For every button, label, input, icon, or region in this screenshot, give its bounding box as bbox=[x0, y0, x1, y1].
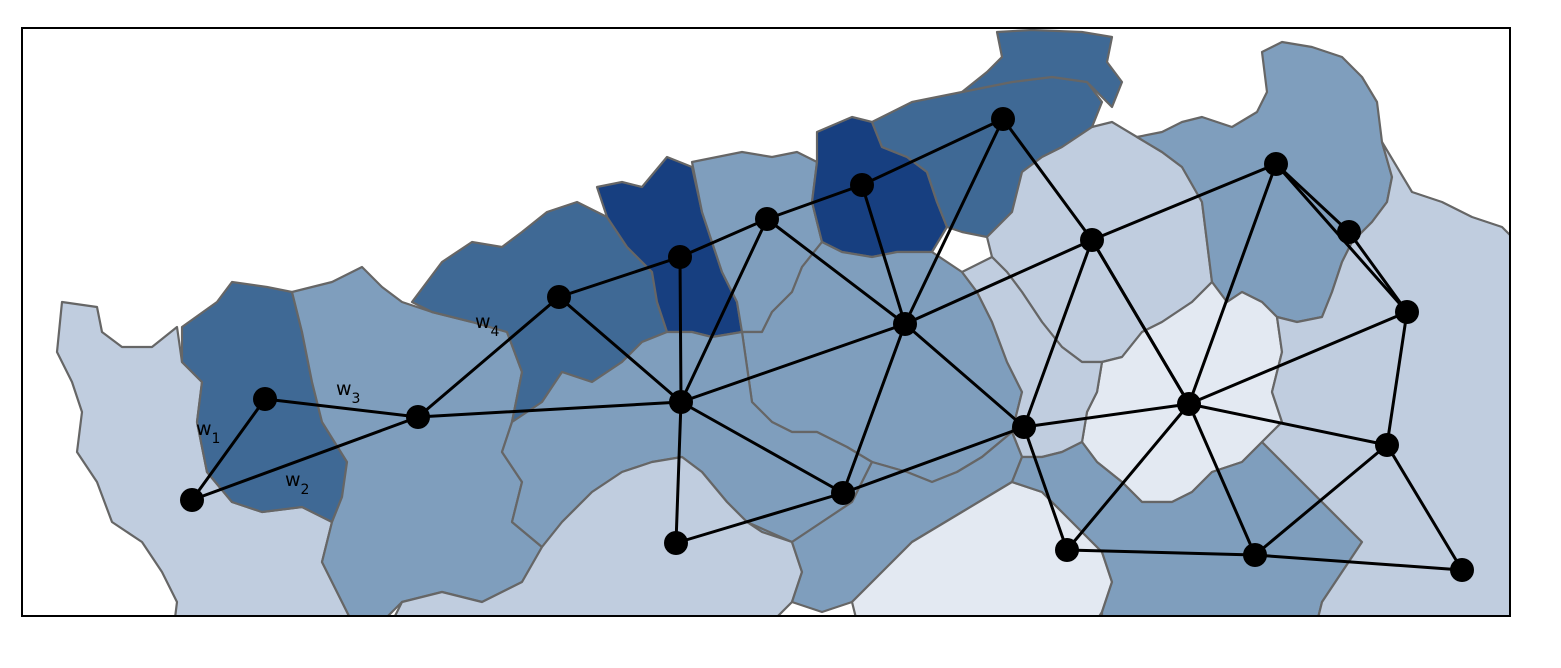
weight-label-base: w bbox=[285, 469, 301, 491]
graph-edge bbox=[1385, 443, 1464, 572]
graph-edge bbox=[1090, 238, 1191, 406]
graph-edge bbox=[860, 117, 1005, 187]
graph-edge bbox=[1022, 238, 1094, 429]
graph-node bbox=[755, 207, 779, 231]
graph-edge bbox=[903, 238, 1094, 326]
graph-nodes bbox=[180, 107, 1474, 582]
graph-edge bbox=[557, 295, 683, 404]
graph-edge bbox=[416, 295, 561, 419]
graph-edge bbox=[1253, 443, 1389, 557]
regions-layer bbox=[55, 29, 1509, 615]
graph-node bbox=[831, 481, 855, 505]
graph-edge bbox=[1065, 548, 1257, 557]
graph-node bbox=[664, 531, 688, 555]
weight-label-w3: w3 bbox=[336, 378, 360, 407]
graph-edge bbox=[190, 397, 267, 502]
graph-node bbox=[253, 387, 277, 411]
graph-edge bbox=[1090, 162, 1278, 242]
graph-edge bbox=[674, 400, 683, 545]
weight-label-base: w bbox=[475, 311, 491, 333]
graph-node bbox=[1264, 152, 1288, 176]
graph-edge bbox=[1187, 162, 1278, 406]
graph-node bbox=[668, 245, 692, 269]
graph-edge bbox=[678, 255, 683, 404]
graph-edge bbox=[1187, 402, 1389, 447]
graph-node bbox=[850, 173, 874, 197]
graph-edge bbox=[679, 400, 845, 495]
graph-edge bbox=[1022, 425, 1069, 552]
graph-edge bbox=[1253, 553, 1464, 572]
graph-edge bbox=[557, 255, 682, 299]
graph-edge bbox=[678, 217, 769, 259]
graph-node bbox=[669, 390, 693, 414]
graph-node bbox=[1177, 392, 1201, 416]
weight-label-w4: w4 bbox=[475, 311, 500, 340]
graph-edge bbox=[190, 415, 420, 502]
graph-node bbox=[1375, 433, 1399, 457]
graph-edge bbox=[679, 322, 907, 404]
graph-node bbox=[406, 405, 430, 429]
weight-label-w1: w1 bbox=[196, 418, 220, 447]
graph-edge bbox=[263, 397, 420, 419]
graph-edge bbox=[1022, 402, 1191, 429]
graph-edge bbox=[1065, 402, 1191, 552]
graph-node bbox=[1012, 415, 1036, 439]
map-region-north-top bbox=[960, 29, 1124, 109]
graph-edge bbox=[1347, 230, 1409, 314]
graph-node bbox=[1450, 558, 1474, 582]
graph-edge bbox=[1187, 310, 1409, 406]
graph-edge bbox=[674, 491, 845, 545]
weight-label-subscript: 1 bbox=[212, 431, 221, 447]
graph-edge bbox=[903, 117, 1005, 326]
graph-node bbox=[893, 312, 917, 336]
graph-edge bbox=[841, 322, 907, 495]
graph-node bbox=[1080, 228, 1104, 252]
graph-edge bbox=[841, 425, 1026, 495]
weight-label-w2: w2 bbox=[285, 469, 309, 498]
graph-edge bbox=[416, 400, 683, 419]
graph-node bbox=[991, 107, 1015, 131]
graph-edge bbox=[1001, 117, 1094, 242]
map-frame: w1 w2 w3 w4 bbox=[21, 27, 1511, 617]
graph-node bbox=[1055, 538, 1079, 562]
weight-label-subscript: 4 bbox=[491, 324, 500, 340]
graph-edge bbox=[860, 183, 907, 326]
weight-label-subscript: 3 bbox=[352, 391, 361, 407]
graph-edge bbox=[1385, 310, 1409, 447]
weight-label-subscript: 2 bbox=[301, 482, 310, 498]
graph-node bbox=[180, 488, 204, 512]
graph-edge bbox=[765, 217, 907, 326]
weight-label-base: w bbox=[336, 378, 352, 400]
graph-edge bbox=[679, 217, 769, 404]
graph-node bbox=[1395, 300, 1419, 324]
graph-edge bbox=[1187, 402, 1257, 557]
graph-edge bbox=[765, 183, 864, 221]
weight-label-base: w bbox=[196, 418, 212, 440]
graph-edges bbox=[190, 117, 1464, 572]
graph-node bbox=[1243, 543, 1267, 567]
graph-node bbox=[1337, 220, 1361, 244]
graph-node bbox=[547, 285, 571, 309]
graph-edge bbox=[1274, 162, 1351, 234]
graph-edge bbox=[903, 322, 1026, 429]
